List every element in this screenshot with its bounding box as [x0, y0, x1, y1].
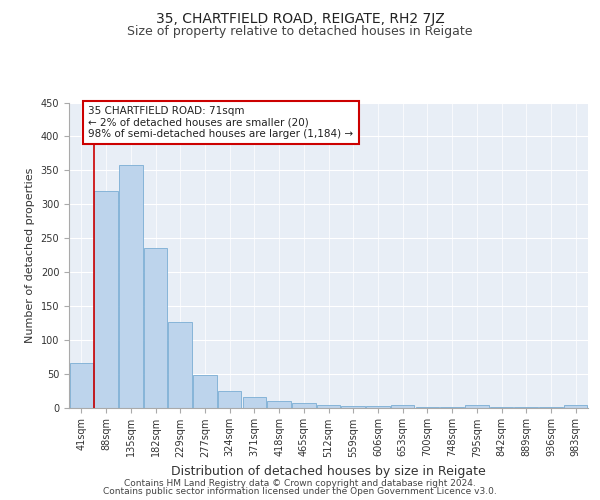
- Text: Contains public sector information licensed under the Open Government Licence v3: Contains public sector information licen…: [103, 487, 497, 496]
- Bar: [193, 375, 217, 408]
- Bar: [366, 406, 389, 407]
- Bar: [218, 390, 241, 407]
- Bar: [70, 364, 93, 408]
- Y-axis label: Number of detached properties: Number of detached properties: [25, 168, 35, 342]
- Text: Contains HM Land Registry data © Crown copyright and database right 2024.: Contains HM Land Registry data © Crown c…: [124, 478, 476, 488]
- Bar: [341, 406, 365, 407]
- Bar: [144, 248, 167, 408]
- Bar: [514, 407, 538, 408]
- Bar: [242, 398, 266, 407]
- Bar: [440, 407, 464, 408]
- Bar: [465, 405, 488, 407]
- Bar: [539, 407, 563, 408]
- Bar: [317, 405, 340, 407]
- Bar: [391, 405, 415, 407]
- Bar: [268, 400, 291, 407]
- Bar: [416, 407, 439, 408]
- X-axis label: Distribution of detached houses by size in Reigate: Distribution of detached houses by size …: [171, 465, 486, 478]
- Bar: [169, 322, 192, 408]
- Bar: [119, 165, 143, 408]
- Bar: [564, 406, 587, 407]
- Bar: [490, 407, 513, 408]
- Bar: [292, 404, 316, 407]
- Text: 35, CHARTFIELD ROAD, REIGATE, RH2 7JZ: 35, CHARTFIELD ROAD, REIGATE, RH2 7JZ: [155, 12, 445, 26]
- Text: 35 CHARTFIELD ROAD: 71sqm
← 2% of detached houses are smaller (20)
98% of semi-d: 35 CHARTFIELD ROAD: 71sqm ← 2% of detach…: [88, 106, 353, 139]
- Bar: [94, 190, 118, 408]
- Text: Size of property relative to detached houses in Reigate: Size of property relative to detached ho…: [127, 25, 473, 38]
